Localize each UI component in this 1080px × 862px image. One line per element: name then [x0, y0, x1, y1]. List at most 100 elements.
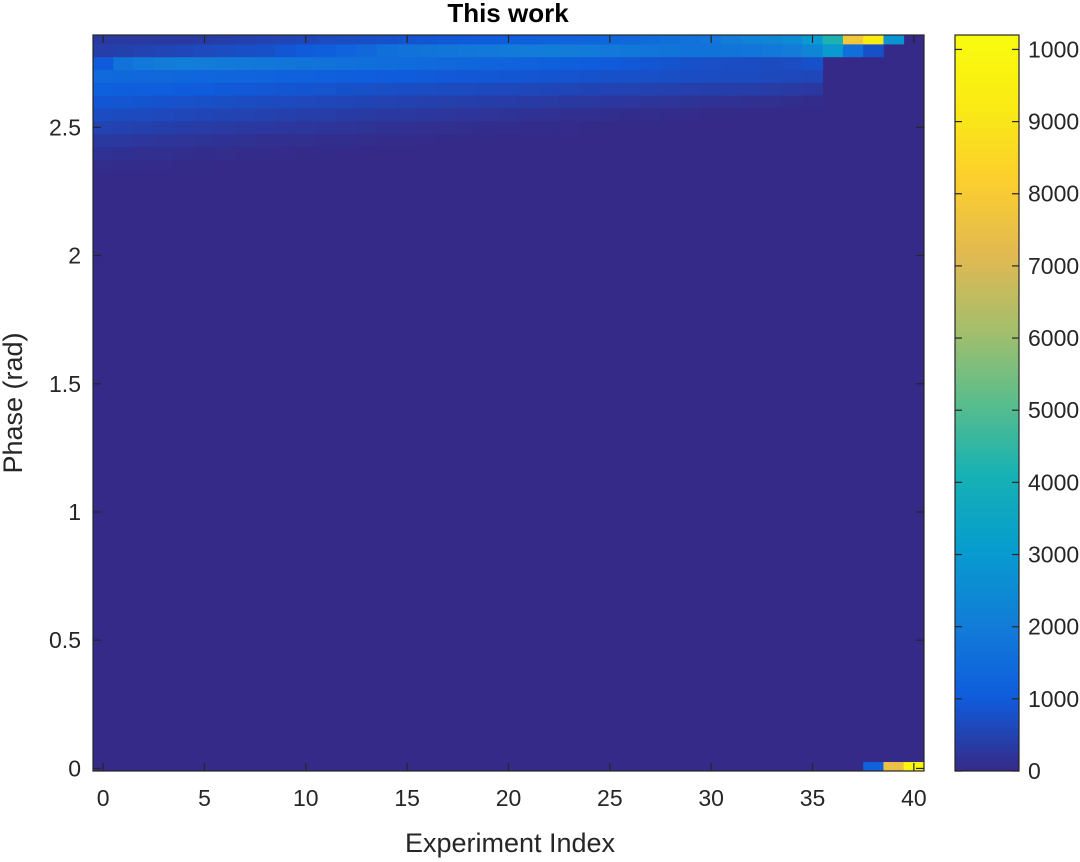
heatmap-cell	[518, 43, 540, 58]
heatmap-cell	[599, 82, 621, 96]
heatmap-cell	[782, 95, 803, 109]
heatmap-cell	[153, 82, 175, 96]
heatmap-cell	[113, 120, 134, 135]
heatmap-cell	[559, 120, 580, 135]
colorbar-tick-label: 4000	[1028, 469, 1079, 495]
heatmap-cell	[153, 120, 175, 135]
heatmap-cell	[579, 69, 601, 83]
colorbar-ticks	[955, 48, 1019, 772]
heatmap-cell	[234, 35, 256, 45]
heatmap-cell	[802, 82, 824, 96]
heatmap-cell	[214, 43, 236, 58]
heatmap-cell	[255, 95, 276, 109]
heatmap-cell	[214, 146, 236, 160]
heatmap-cell	[457, 69, 479, 83]
colorbar-tick-label: 0	[1028, 758, 1041, 784]
heatmap-cell	[295, 56, 317, 71]
heatmap-cell	[174, 133, 195, 147]
heatmap-cell	[336, 43, 357, 58]
heatmap-cell	[457, 56, 479, 71]
chart-title: This work	[447, 0, 569, 28]
heatmap-cell	[113, 146, 134, 160]
heatmap-cell	[518, 120, 540, 135]
heatmap-cell	[376, 95, 398, 109]
heatmap-cell	[194, 82, 216, 96]
heatmap-cell	[356, 108, 378, 122]
heatmap-cell	[660, 69, 682, 83]
heatmap-cell	[478, 82, 499, 96]
heatmap-cell	[356, 146, 378, 160]
heatmap-cell	[234, 133, 256, 147]
heatmap-cell	[761, 56, 783, 71]
heatmap-cell	[336, 120, 357, 135]
heatmap-cell	[275, 120, 297, 135]
colorbar-tick-label: 9000	[1028, 109, 1079, 135]
heatmap-cell	[234, 95, 256, 109]
heatmap-cell	[538, 95, 560, 109]
heatmap-cell	[397, 43, 418, 58]
heatmap-cell	[640, 108, 661, 122]
heatmap-cell	[234, 56, 256, 71]
heatmap-cell	[295, 43, 317, 58]
heatmap-cell	[133, 159, 155, 173]
heatmap-cell	[93, 82, 114, 96]
heatmap-cell	[640, 35, 661, 45]
heatmap-cell	[599, 108, 621, 122]
heatmap-cell	[376, 43, 398, 58]
heatmap-cell	[174, 95, 195, 109]
heatmap-cell	[619, 35, 641, 45]
heatmap-cell	[680, 69, 702, 83]
heatmap-cell	[518, 133, 540, 147]
heatmap-cell	[214, 82, 236, 96]
heatmap-cell	[741, 35, 763, 45]
heatmap-cell	[174, 146, 195, 160]
heatmap-cell	[255, 146, 276, 160]
heatmap-cell	[518, 69, 540, 83]
x-tick-label: 10	[293, 785, 319, 811]
plot-frame	[92, 34, 925, 772]
heatmap-cell	[194, 69, 216, 83]
heatmap-cell	[640, 82, 661, 96]
heatmap-cell	[761, 69, 783, 83]
heatmap-cell	[640, 56, 661, 71]
heatmap-cell	[822, 35, 844, 45]
heatmap-cell	[356, 133, 378, 147]
heatmap-cell	[194, 146, 216, 160]
heatmap-cell	[437, 108, 459, 122]
heatmap-cell	[518, 56, 540, 71]
x-tick-label: 30	[698, 785, 724, 811]
heatmap-cell	[802, 69, 824, 83]
heatmap-cell	[680, 35, 702, 45]
heatmap-cell	[579, 82, 601, 96]
heatmap-cell	[214, 69, 236, 83]
heatmap-cell	[619, 120, 641, 135]
x-tick-label: 20	[496, 785, 522, 811]
heatmap-cell	[133, 56, 155, 71]
heatmap-cell	[498, 56, 520, 71]
heatmap-cell	[214, 35, 236, 45]
heatmap-cell	[356, 82, 378, 96]
heatmap-cell	[619, 69, 641, 83]
heatmap-cell	[559, 43, 580, 58]
heatmap-cell	[478, 133, 499, 147]
heatmap-cell	[255, 108, 276, 122]
heatmap-cell	[93, 108, 114, 122]
heatmap-cell	[721, 95, 742, 109]
heatmap-cell	[457, 95, 479, 109]
heatmap-cell	[761, 95, 783, 109]
heatmap-cell	[113, 133, 134, 147]
heatmap-cell	[315, 95, 337, 109]
colorbar-tick-label: 8000	[1028, 181, 1079, 207]
colorbar	[954, 34, 1020, 772]
heatmap-cell	[863, 35, 884, 45]
heatmap-cell	[336, 56, 357, 71]
heatmap-cell	[782, 56, 803, 71]
heatmap-cell	[194, 108, 216, 122]
heatmap-cell	[376, 69, 398, 83]
heatmap-cell	[478, 95, 499, 109]
heatmap-cell	[397, 133, 418, 147]
heatmap-cell	[315, 43, 337, 58]
heatmap-cell	[842, 43, 864, 58]
heatmap-cell	[701, 56, 722, 71]
